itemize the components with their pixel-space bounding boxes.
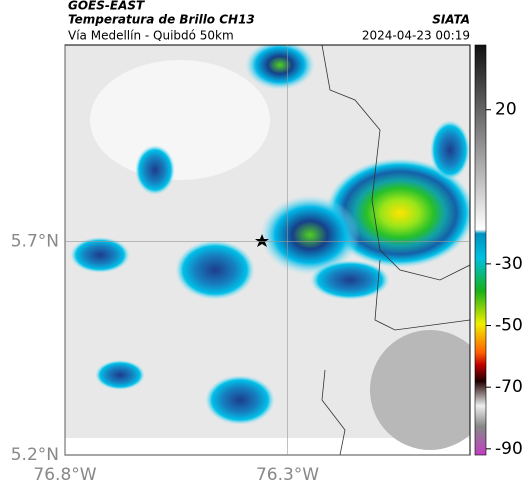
colorbar-tick-label: -30 — [495, 254, 523, 274]
satellite: GOES-EAST — [68, 0, 145, 13]
satellite-image — [65, 45, 470, 455]
product: Temperatura de Brillo CH13 — [68, 13, 255, 27]
colorbar-tick-label: -50 — [495, 316, 523, 336]
colorbar-tick-label: -70 — [495, 377, 523, 397]
colorbar-tick-label: 20 — [495, 100, 517, 120]
lat-tick-label: 5.7°N — [11, 231, 59, 251]
datetime: 2024-04-23 00:19 — [362, 29, 470, 43]
colorbar — [474, 44, 487, 456]
lon-tick-label: 76.8°W — [33, 465, 96, 485]
lon-tick-label: 76.3°W — [256, 465, 319, 485]
source: SIATA — [432, 13, 470, 27]
colorbar-tick-label: -90 — [495, 439, 523, 459]
route: Vía Medellín - Quibdó 50km — [68, 29, 234, 43]
lat-tick-label: 5.2°N — [11, 445, 59, 465]
